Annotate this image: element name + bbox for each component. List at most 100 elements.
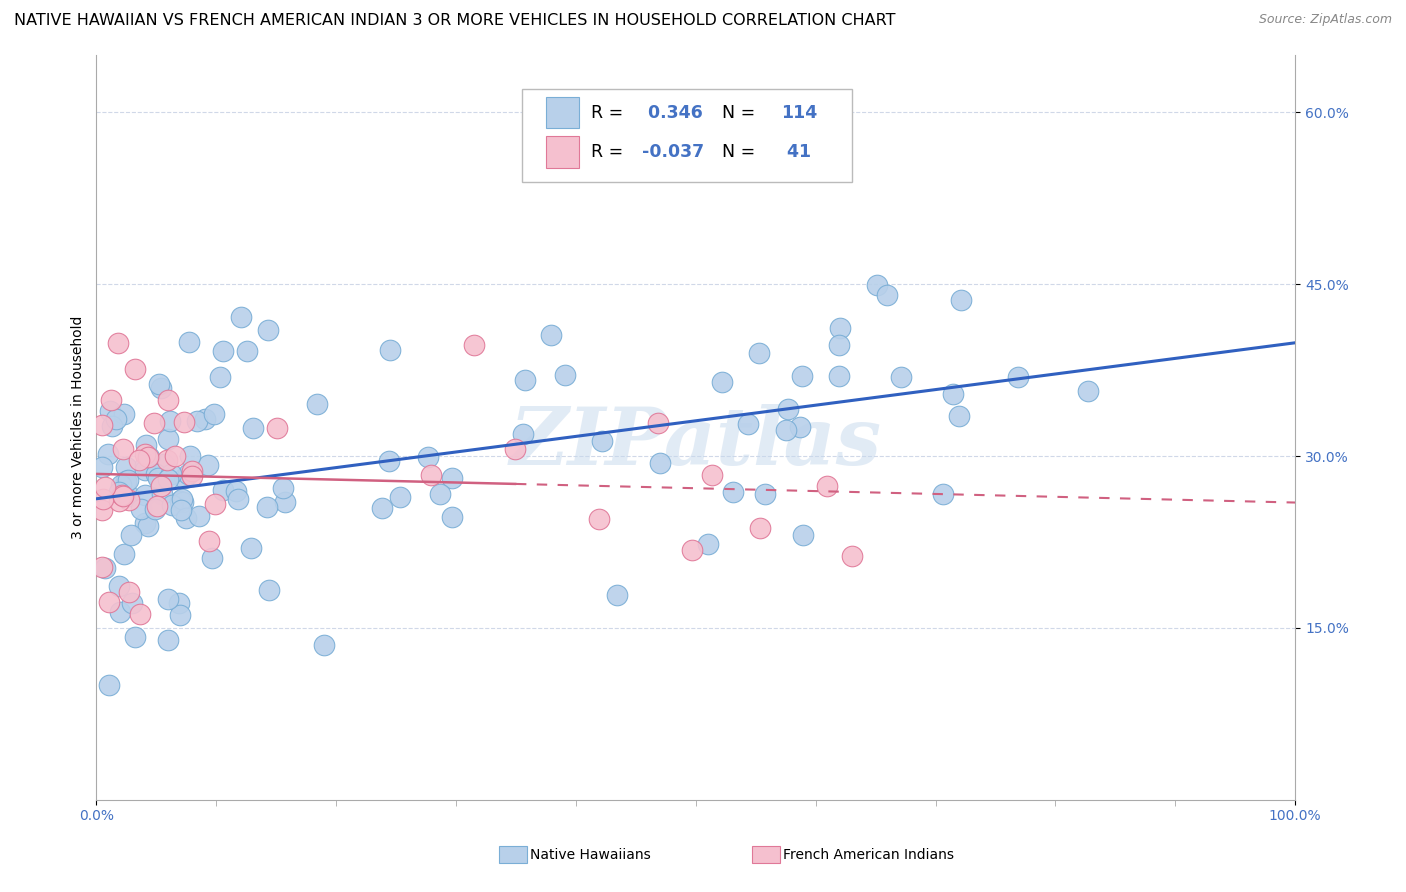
Point <box>186 413 208 427</box>
Point <box>540 328 562 343</box>
Point <box>181 465 204 479</box>
Y-axis label: 3 or more Vehicles in Household: 3 or more Vehicles in Household <box>72 316 86 539</box>
Point <box>150 381 173 395</box>
Point <box>440 510 463 524</box>
Point <box>134 463 156 477</box>
Point <box>112 442 135 457</box>
Point <box>173 415 195 429</box>
Point <box>115 459 138 474</box>
Point <box>150 487 173 501</box>
Point <box>160 498 183 512</box>
Point <box>266 421 288 435</box>
Text: R =: R = <box>592 143 630 161</box>
Point <box>711 375 734 389</box>
Point <box>212 343 235 358</box>
Point <box>212 483 235 497</box>
Point <box>748 520 770 534</box>
Point <box>225 484 247 499</box>
Point <box>108 579 131 593</box>
Point <box>153 457 176 471</box>
Point <box>236 343 259 358</box>
Point <box>91 559 114 574</box>
Point <box>257 582 280 597</box>
Point <box>145 467 167 481</box>
Point <box>948 409 970 424</box>
Point <box>159 467 181 482</box>
Point <box>754 487 776 501</box>
Point <box>942 387 965 401</box>
Point <box>124 630 146 644</box>
Point <box>388 491 411 505</box>
Point <box>129 502 152 516</box>
Point <box>112 407 135 421</box>
Point <box>177 467 200 481</box>
Text: ZIPatlas: ZIPatlas <box>510 403 882 481</box>
Point <box>239 541 262 556</box>
Point <box>118 493 141 508</box>
Point <box>194 411 217 425</box>
Point <box>1007 369 1029 384</box>
Point <box>312 638 335 652</box>
Point <box>167 597 190 611</box>
Point <box>737 417 759 432</box>
Point <box>179 334 201 349</box>
Point <box>169 494 191 508</box>
Point <box>650 456 672 470</box>
Point <box>121 596 143 610</box>
Point <box>503 442 526 457</box>
Point <box>173 471 195 485</box>
Point <box>91 417 114 432</box>
Point <box>792 528 814 542</box>
Point <box>157 592 180 607</box>
Point <box>107 494 129 508</box>
Point <box>201 551 224 566</box>
Point <box>97 595 120 609</box>
Point <box>1077 384 1099 398</box>
Point <box>513 373 536 387</box>
Point <box>890 370 912 384</box>
Point <box>305 397 328 411</box>
Point <box>134 447 156 461</box>
Point <box>174 511 197 525</box>
Point <box>681 543 703 558</box>
Point <box>378 343 401 357</box>
Point <box>828 369 851 384</box>
Point <box>143 416 166 430</box>
Point <box>371 501 394 516</box>
Point <box>108 606 131 620</box>
Point <box>94 561 117 575</box>
Point <box>157 632 180 647</box>
Point <box>273 482 295 496</box>
Point <box>120 528 142 542</box>
Point <box>208 370 231 384</box>
Point <box>748 346 770 360</box>
Text: -0.037: -0.037 <box>641 143 704 161</box>
Point <box>134 516 156 531</box>
Point <box>828 321 851 335</box>
Point <box>112 548 135 562</box>
Point <box>118 489 141 503</box>
Point <box>378 454 401 468</box>
Point <box>107 336 129 351</box>
Point <box>98 678 121 692</box>
Point <box>101 419 124 434</box>
Point <box>242 421 264 435</box>
Point <box>143 502 166 516</box>
Point <box>775 423 797 437</box>
Point <box>179 449 201 463</box>
Text: 114: 114 <box>780 103 817 121</box>
Point <box>136 518 159 533</box>
Point <box>169 607 191 622</box>
Point <box>110 488 132 502</box>
Point <box>156 453 179 467</box>
Point <box>416 450 439 464</box>
Point <box>828 338 851 352</box>
Point <box>591 434 613 448</box>
Point <box>696 537 718 551</box>
Point <box>100 393 122 408</box>
Point <box>111 490 134 504</box>
Point <box>876 288 898 302</box>
Point <box>429 487 451 501</box>
Point <box>866 277 889 292</box>
FancyBboxPatch shape <box>522 88 852 182</box>
